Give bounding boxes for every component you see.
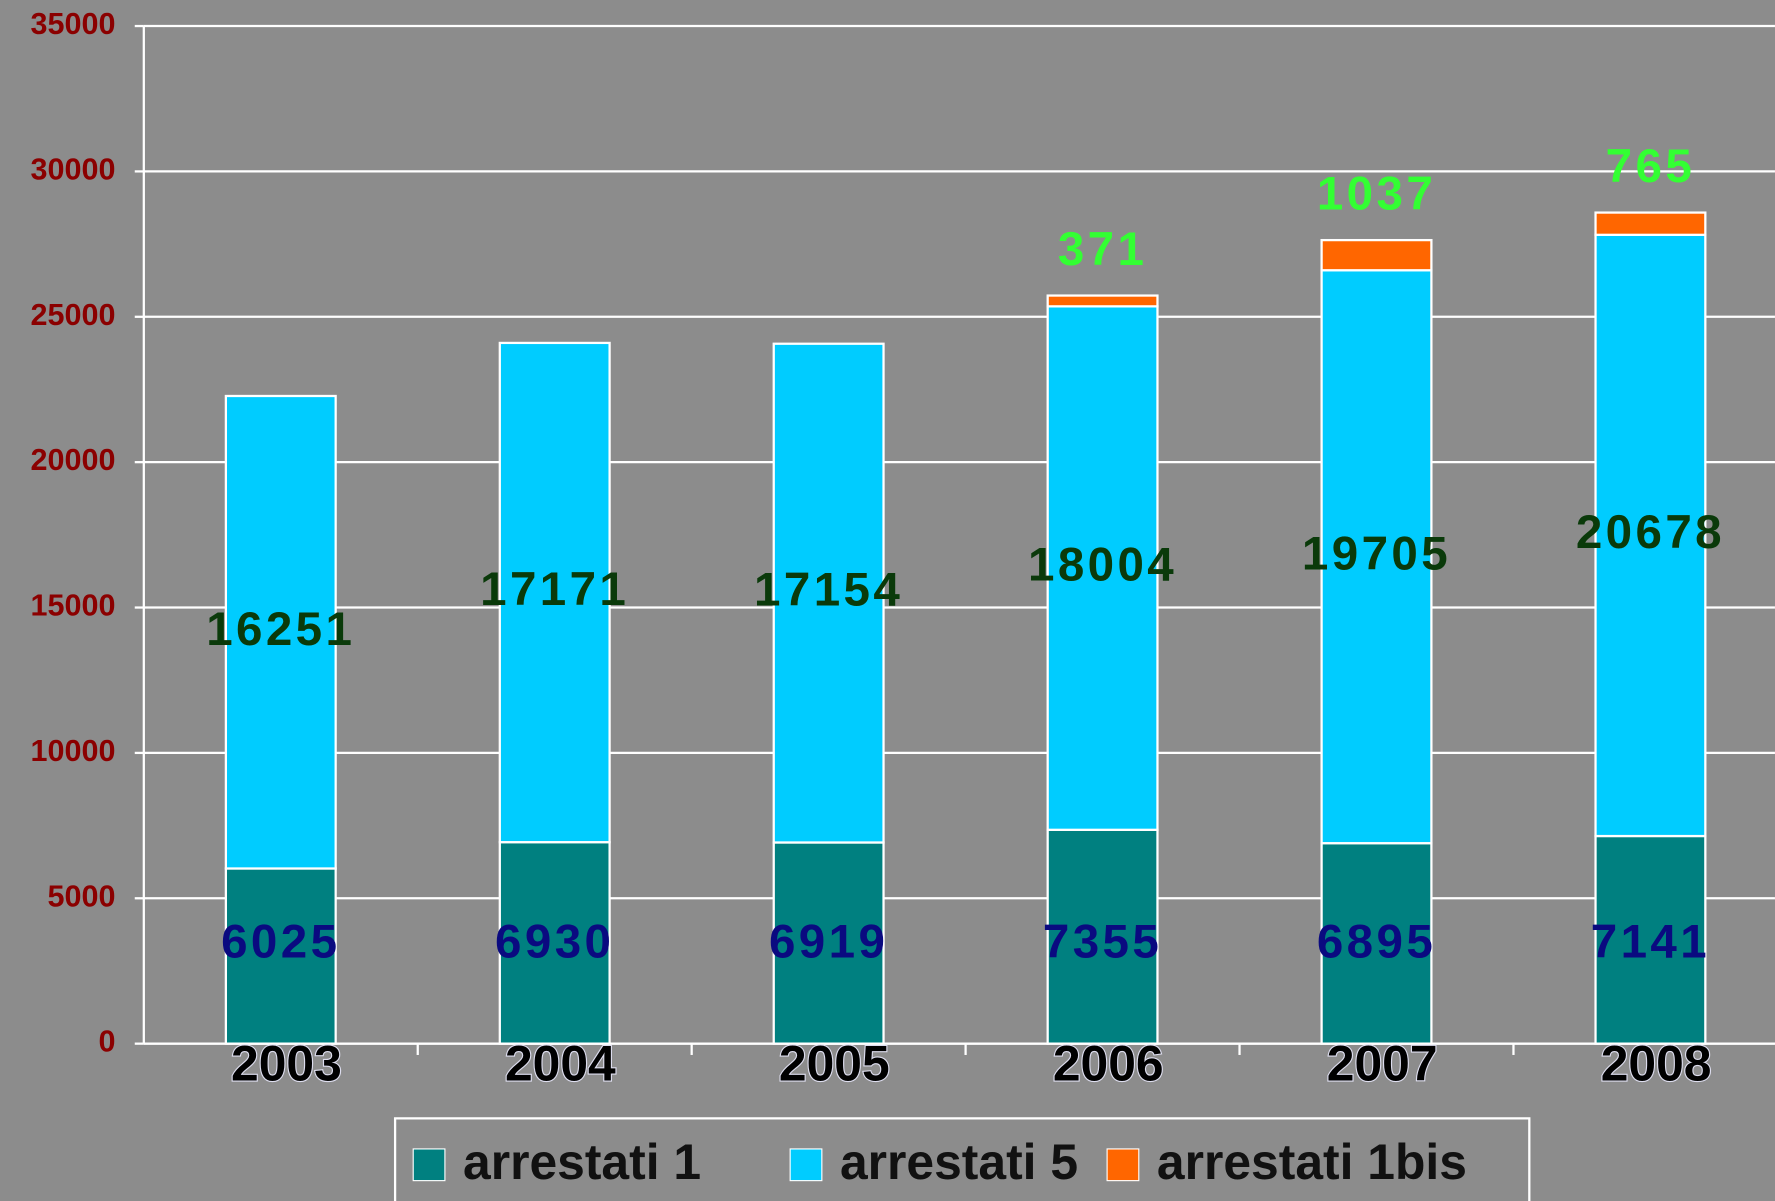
- bar-segment: [1320, 238, 1433, 272]
- y-tick-label: 0: [99, 1025, 116, 1059]
- data-label: 19705: [1302, 527, 1451, 580]
- legend-label: arrestati 1bis: [1157, 1134, 1467, 1190]
- legend-label: arrestati 5: [840, 1134, 1078, 1190]
- bar-segment: [224, 394, 337, 870]
- bar-segment: [498, 341, 611, 844]
- y-tick-label: 30000: [31, 152, 116, 186]
- data-label: 6930: [495, 916, 614, 969]
- data-label: 6895: [1317, 916, 1436, 969]
- data-label: 17154: [754, 564, 903, 617]
- x-tick-label: 2008: [1601, 1036, 1712, 1092]
- bar-segment: [1046, 294, 1159, 308]
- data-label: 16251: [206, 603, 355, 656]
- legend-swatch: [789, 1148, 823, 1182]
- bar-segment: [1046, 828, 1159, 1045]
- legend-label: arrestati 1: [463, 1134, 701, 1190]
- bar-segment: [772, 342, 885, 844]
- data-label: 6025: [221, 916, 340, 969]
- data-label: 371: [1058, 223, 1148, 276]
- legend-swatch: [1106, 1148, 1140, 1182]
- data-label: 20678: [1576, 506, 1725, 559]
- x-tick-label: 2007: [1327, 1036, 1438, 1092]
- bar-segment: [1594, 834, 1707, 1045]
- y-tick-label: 35000: [31, 7, 116, 41]
- bar-segment: [772, 841, 885, 1045]
- y-tick-label: 5000: [48, 879, 116, 913]
- legend: [393, 1117, 1531, 1201]
- y-tick-label: 20000: [31, 443, 116, 477]
- data-label: 765: [1606, 140, 1696, 193]
- bar-segment: [1594, 233, 1707, 838]
- data-label: 7141: [1591, 916, 1710, 969]
- bar-segment: [1594, 211, 1707, 236]
- data-label: 17171: [480, 563, 629, 616]
- x-tick-label: 2005: [779, 1036, 890, 1092]
- bar-segment: [1320, 269, 1433, 845]
- data-label: 1037: [1317, 168, 1436, 221]
- data-label: 18004: [1028, 539, 1177, 592]
- bar-segment: [1046, 305, 1159, 831]
- y-tick-label: 25000: [31, 298, 116, 332]
- y-tick-label: 15000: [31, 589, 116, 623]
- bars: [224, 211, 1707, 1045]
- labels: 0 5000 10000 15000 20000 25000 30000 35000 2003 6…: [31, 7, 1725, 1190]
- data-label: 6919: [769, 916, 888, 969]
- x-tick-label: 2003: [231, 1036, 342, 1092]
- grid: [134, 24, 1775, 1055]
- bar-segment: [224, 867, 337, 1045]
- y-tick-label: 10000: [31, 734, 116, 768]
- legend-swatch: [412, 1148, 446, 1182]
- x-tick-label: 2004: [505, 1036, 616, 1092]
- x-tick-label: 2006: [1053, 1036, 1164, 1092]
- data-label: 7355: [1043, 916, 1162, 969]
